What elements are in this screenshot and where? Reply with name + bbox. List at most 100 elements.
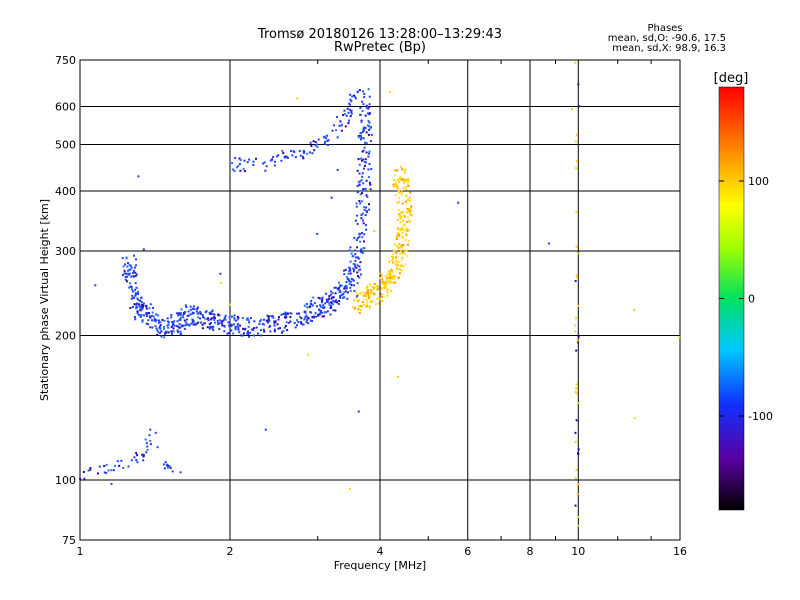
data-point: [401, 178, 404, 181]
data-point: [324, 140, 327, 143]
data-point: [142, 305, 145, 308]
data-point: [273, 324, 276, 327]
data-point: [380, 288, 383, 291]
data-point: [139, 315, 142, 318]
data-point: [140, 309, 143, 312]
data-point: [367, 88, 370, 91]
data-point: [366, 124, 369, 127]
data-point: [361, 130, 364, 133]
data-point: [371, 299, 374, 302]
data-point: [356, 222, 359, 225]
data-point: [344, 268, 347, 271]
data-point: [409, 191, 412, 194]
data-point: [360, 213, 363, 216]
data-point: [194, 323, 197, 326]
data-point: [183, 327, 186, 330]
data-point: [242, 327, 245, 330]
data-point: [577, 335, 580, 338]
data-point: [377, 286, 380, 289]
data-point: [154, 320, 157, 323]
data-point: [358, 183, 361, 186]
data-point: [316, 233, 319, 236]
data-point: [191, 319, 194, 322]
data-point: [399, 166, 402, 169]
data-point: [141, 307, 144, 310]
data-point: [309, 304, 312, 307]
data-point: [308, 151, 311, 154]
data-point: [380, 274, 383, 277]
data-point: [367, 168, 370, 171]
data-point: [349, 487, 352, 490]
data-point: [359, 132, 362, 135]
data-point: [248, 321, 251, 324]
data-point: [126, 270, 129, 273]
data-point: [327, 139, 330, 142]
data-point: [268, 319, 271, 322]
data-point: [124, 272, 127, 275]
data-point: [151, 326, 154, 329]
data-point: [134, 292, 137, 295]
data-point: [392, 281, 395, 284]
data-point: [282, 312, 285, 315]
data-point: [144, 438, 147, 441]
data-point: [274, 160, 277, 163]
data-point: [574, 324, 577, 327]
data-point: [265, 165, 268, 168]
data-point: [375, 303, 378, 306]
data-point: [393, 174, 396, 177]
data-point: [398, 196, 401, 199]
data-point: [201, 327, 204, 330]
data-point: [289, 316, 292, 319]
y-tick-label: 100: [55, 474, 76, 487]
data-point: [365, 179, 368, 182]
data-point: [328, 297, 331, 300]
data-point: [379, 272, 382, 275]
data-point: [574, 280, 577, 283]
data-point: [369, 140, 372, 143]
data-point: [348, 266, 351, 269]
data-point: [362, 167, 365, 170]
data-point: [397, 276, 400, 279]
data-point: [265, 319, 268, 322]
data-point: [366, 303, 369, 306]
data-point: [310, 144, 313, 147]
data-point: [342, 114, 345, 117]
data-point: [127, 273, 130, 276]
data-point: [204, 311, 207, 314]
data-point: [179, 316, 182, 319]
data-point: [387, 270, 390, 273]
data-point: [105, 471, 108, 474]
data-point: [346, 107, 349, 110]
data-point: [273, 328, 276, 331]
data-point: [387, 272, 390, 275]
phase-legend-title: Phases: [647, 23, 683, 34]
data-point: [126, 275, 129, 278]
data-point: [323, 143, 326, 146]
data-point: [364, 214, 367, 217]
data-point: [395, 259, 398, 262]
data-point: [403, 214, 406, 217]
data-point: [575, 274, 578, 277]
data-point: [357, 158, 360, 161]
data-point: [381, 280, 384, 283]
data-point: [253, 320, 256, 323]
data-point: [267, 316, 270, 319]
data-point: [140, 296, 143, 299]
data-point: [149, 316, 152, 319]
data-point: [405, 249, 408, 252]
data-point: [277, 327, 280, 330]
data-point: [149, 326, 152, 329]
data-point: [402, 169, 405, 172]
data-point: [196, 312, 199, 315]
data-point: [312, 315, 315, 318]
data-point: [367, 133, 370, 136]
data-point: [369, 188, 372, 191]
data-point: [331, 296, 334, 299]
data-point: [163, 333, 166, 336]
data-point: [362, 188, 365, 191]
data-point: [368, 163, 371, 166]
data-point: [302, 149, 305, 152]
data-point: [330, 196, 333, 199]
data-point: [127, 268, 130, 271]
data-point: [338, 290, 341, 293]
